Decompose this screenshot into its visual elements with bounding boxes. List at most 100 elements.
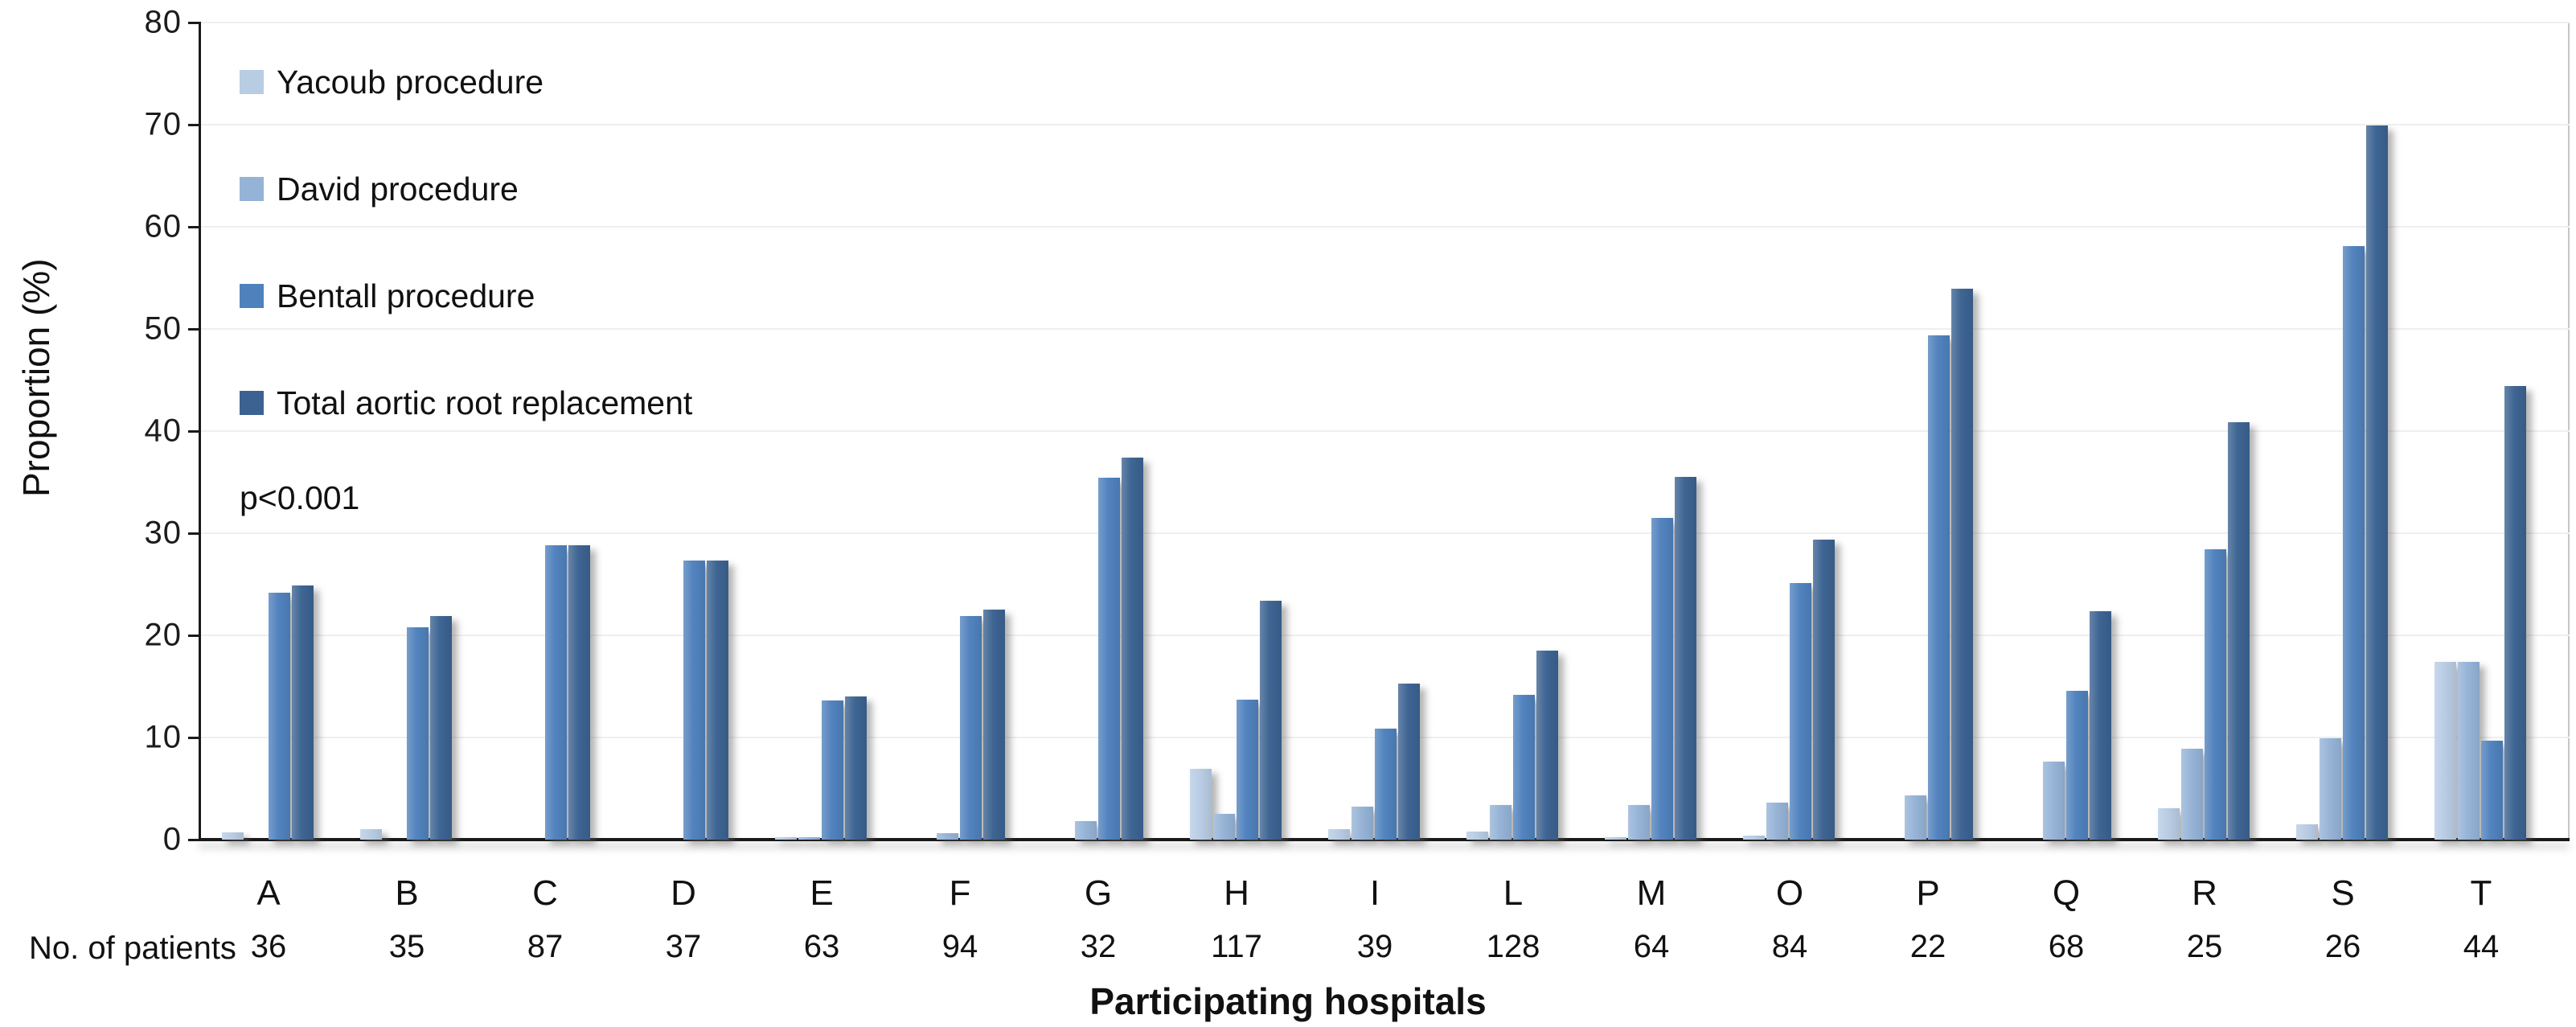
x-category-label: M (1636, 873, 1667, 913)
y-axis-tick (188, 635, 201, 637)
y-tick-label: 30 (144, 515, 182, 551)
y-axis-tick (188, 328, 201, 331)
bar-G-series2 (1075, 821, 1097, 840)
gridline (201, 22, 2570, 23)
bar-S-series3 (2343, 246, 2365, 840)
bar-L-series4 (1536, 651, 1558, 840)
legend-item: Total aortic root replacement (240, 384, 693, 421)
legend-label: Bentall procedure (277, 277, 535, 314)
x-category-label: S (2331, 873, 2355, 913)
bar-group-O (1743, 23, 1836, 840)
patient-count: 63 (803, 929, 840, 964)
bar-group-H (1190, 23, 1283, 840)
bar-R-series1 (2158, 807, 2180, 840)
bar-I-series3 (1375, 728, 1397, 840)
bar-S-series2 (2320, 738, 2341, 840)
x-category-label: R (2192, 873, 2217, 913)
patient-count: 128 (1486, 929, 1540, 964)
bar-O-series4 (1813, 539, 1835, 840)
y-axis-tick (188, 430, 201, 433)
bar-E-series1 (775, 837, 797, 840)
bar-E-series4 (845, 696, 867, 840)
patient-count: 44 (2463, 929, 2500, 964)
y-tick-label: 20 (144, 617, 182, 653)
x-category-label: H (1224, 873, 1249, 913)
legend-item: David procedure (240, 170, 519, 207)
patient-count: 94 (941, 929, 978, 964)
y-tick-label: 80 (144, 4, 182, 40)
bar-M-series2 (1628, 804, 1650, 840)
bar-P-series3 (1928, 335, 1950, 840)
y-tick-label: 0 (162, 821, 182, 857)
bar-M-series3 (1651, 517, 1673, 840)
y-axis-tick (188, 22, 201, 24)
patient-count: 68 (2048, 929, 2085, 964)
x-category-label: P (1916, 873, 1940, 913)
p-value-annotation: p<0.001 (240, 479, 360, 516)
patient-count: 26 (2324, 929, 2361, 964)
bar-group-B (360, 23, 453, 840)
bar-group-Q (2020, 23, 2113, 840)
bar-E-series2 (798, 837, 820, 840)
y-tick-label: 40 (144, 413, 182, 449)
bar-Q-series4 (2090, 610, 2111, 840)
bar-O-series1 (1743, 835, 1765, 840)
bar-A-series4 (292, 585, 314, 840)
bar-O-series3 (1790, 583, 1811, 840)
x-category-label: L (1503, 873, 1524, 913)
y-axis-tick (188, 532, 201, 535)
bar-D-series3 (683, 561, 705, 840)
gridline (201, 532, 2570, 534)
bar-S-series1 (2296, 824, 2318, 840)
bar-P-series4 (1951, 289, 1973, 840)
bar-C-series4 (568, 545, 590, 840)
y-tick-label: 60 (144, 208, 182, 244)
bar-group-E (775, 23, 868, 840)
y-axis-tick (188, 839, 201, 841)
bar-group-M (1605, 23, 1698, 840)
x-category-label: Q (2052, 873, 2081, 913)
bar-I-series2 (1352, 807, 1373, 840)
bar-C-series3 (545, 545, 567, 840)
legend-label: Total aortic root replacement (277, 384, 693, 421)
x-category-label: B (395, 873, 419, 913)
bar-S-series4 (2366, 125, 2388, 840)
y-axis-title: Proportion (%) (15, 258, 57, 497)
y-axis-tick (188, 124, 201, 126)
bar-I-series1 (1328, 829, 1350, 840)
bar-T-series3 (2481, 740, 2503, 840)
bar-M-series4 (1675, 477, 1696, 840)
bar-T-series4 (2504, 386, 2526, 840)
bar-P-series2 (1905, 795, 1926, 840)
bar-A-series1 (222, 832, 244, 840)
bar-B-series4 (430, 615, 452, 840)
bar-Q-series3 (2066, 690, 2088, 840)
patient-count: 64 (1633, 929, 1670, 964)
bar-F-series2 (937, 833, 958, 840)
bar-group-D (637, 23, 730, 840)
bar-I-series4 (1398, 683, 1420, 840)
bar-group-F (913, 23, 1007, 840)
bar-E-series3 (822, 700, 843, 840)
bar-group-G (1052, 23, 1145, 840)
y-axis-tick (188, 226, 201, 228)
legend-swatch-icon (240, 391, 264, 415)
x-category-label: D (671, 873, 696, 913)
legend-swatch-icon (240, 284, 264, 308)
gridline (201, 430, 2570, 432)
patient-count: 37 (665, 929, 702, 964)
bar-group-A (222, 23, 315, 840)
patient-count: 117 (1211, 929, 1262, 964)
y-axis-tick (188, 737, 201, 739)
bar-R-series2 (2181, 748, 2203, 840)
x-category-label: G (1084, 873, 1113, 913)
patient-count: 25 (2186, 929, 2223, 964)
gridline (201, 328, 2570, 330)
patient-count: 36 (250, 929, 287, 964)
bar-B-series1 (360, 829, 382, 840)
plot-area: Yacoub procedure David procedure Bentall p… (199, 22, 2570, 841)
bar-O-series2 (1766, 803, 1788, 840)
legend-swatch-icon (240, 70, 264, 94)
bar-Q-series2 (2043, 762, 2065, 840)
